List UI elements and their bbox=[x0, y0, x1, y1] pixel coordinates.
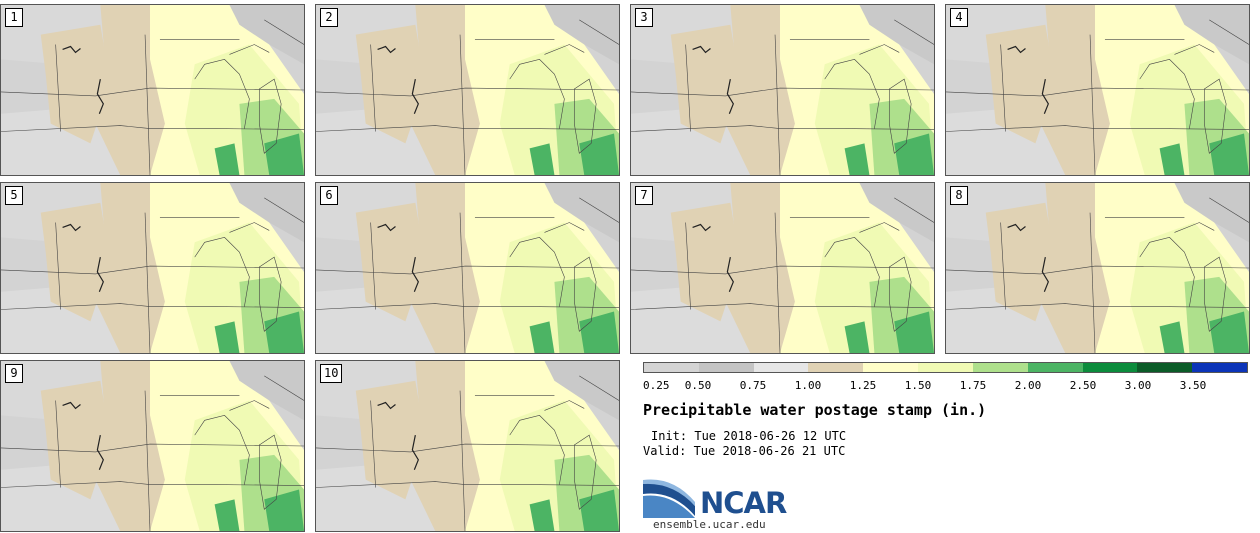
member-label: 2 bbox=[320, 8, 338, 27]
pw-colorbar bbox=[643, 362, 1248, 373]
colorbar-tick: 1.75 bbox=[959, 379, 987, 392]
colorbar-tick: 0.50 bbox=[684, 379, 712, 392]
colorbar-tick: 2.00 bbox=[1014, 379, 1042, 392]
colorbar-segment bbox=[753, 363, 809, 372]
colorbar-segment bbox=[1137, 363, 1193, 372]
pw-map-6 bbox=[316, 183, 619, 353]
figure-title: Precipitable water postage stamp (in.) bbox=[643, 401, 987, 419]
member-stamp-4: 4 bbox=[945, 4, 1250, 176]
colorbar-segment bbox=[808, 363, 864, 372]
member-stamp-2: 2 bbox=[315, 4, 620, 176]
colorbar-segment bbox=[863, 363, 919, 372]
colorbar-segment bbox=[1027, 363, 1083, 372]
colorbar-ticks: 0.25 0.50 0.75 1.00 1.25 1.50 1.75 2.00 2.50 3.00… bbox=[643, 379, 1248, 393]
member-stamp-8: 8 bbox=[945, 182, 1250, 354]
ensemble-url: ensemble.ucar.edu bbox=[653, 518, 766, 531]
valid-time: Valid: Tue 2018-06-26 21 UTC bbox=[643, 444, 846, 458]
ncar-logo-icon bbox=[643, 479, 695, 518]
member-stamp-10: 10 bbox=[315, 360, 620, 532]
colorbar-tick: 2.50 bbox=[1069, 379, 1097, 392]
member-label: 7 bbox=[635, 186, 653, 205]
time-info: Init: Tue 2018-06-26 12 UTC Valid: Tue 20… bbox=[643, 429, 846, 459]
pw-map-2 bbox=[316, 5, 619, 175]
pw-map-9 bbox=[1, 361, 304, 531]
member-label: 5 bbox=[5, 186, 23, 205]
pw-map-8 bbox=[946, 183, 1249, 353]
colorbar-segment bbox=[698, 363, 754, 372]
colorbar-tick: 1.00 bbox=[794, 379, 822, 392]
member-stamp-1: 1 bbox=[0, 4, 305, 176]
member-stamp-3: 3 bbox=[630, 4, 935, 176]
member-label: 9 bbox=[5, 364, 23, 383]
ncar-wordmark: NCAR bbox=[700, 486, 787, 520]
pw-map-7 bbox=[631, 183, 934, 353]
pw-map-3 bbox=[631, 5, 934, 175]
init-time: Init: Tue 2018-06-26 12 UTC bbox=[651, 429, 847, 443]
member-label: 10 bbox=[320, 364, 343, 383]
member-label: 1 bbox=[5, 8, 23, 27]
colorbar-segment bbox=[1192, 363, 1247, 372]
colorbar-tick: 1.50 bbox=[904, 379, 932, 392]
colorbar-segment bbox=[972, 363, 1028, 372]
member-stamp-6: 6 bbox=[315, 182, 620, 354]
colorbar-tick: 1.25 bbox=[849, 379, 877, 392]
pw-map-5 bbox=[1, 183, 304, 353]
pw-map-1 bbox=[1, 5, 304, 175]
member-label: 4 bbox=[950, 8, 968, 27]
member-stamp-9: 9 bbox=[0, 360, 305, 532]
colorbar-tick: 3.50 bbox=[1179, 379, 1207, 392]
member-label: 6 bbox=[320, 186, 338, 205]
colorbar-segment bbox=[644, 363, 699, 372]
member-stamp-5: 5 bbox=[0, 182, 305, 354]
member-label: 8 bbox=[950, 186, 968, 205]
pw-map-10 bbox=[316, 361, 619, 531]
pw-map-4 bbox=[946, 5, 1249, 175]
colorbar-tick: 3.00 bbox=[1124, 379, 1152, 392]
member-stamp-7: 7 bbox=[630, 182, 935, 354]
colorbar-tick: 0.25 bbox=[643, 379, 670, 392]
colorbar-tick: 0.75 bbox=[739, 379, 767, 392]
colorbar-segment bbox=[1082, 363, 1138, 372]
colorbar-segment bbox=[918, 363, 973, 372]
member-label: 3 bbox=[635, 8, 653, 27]
